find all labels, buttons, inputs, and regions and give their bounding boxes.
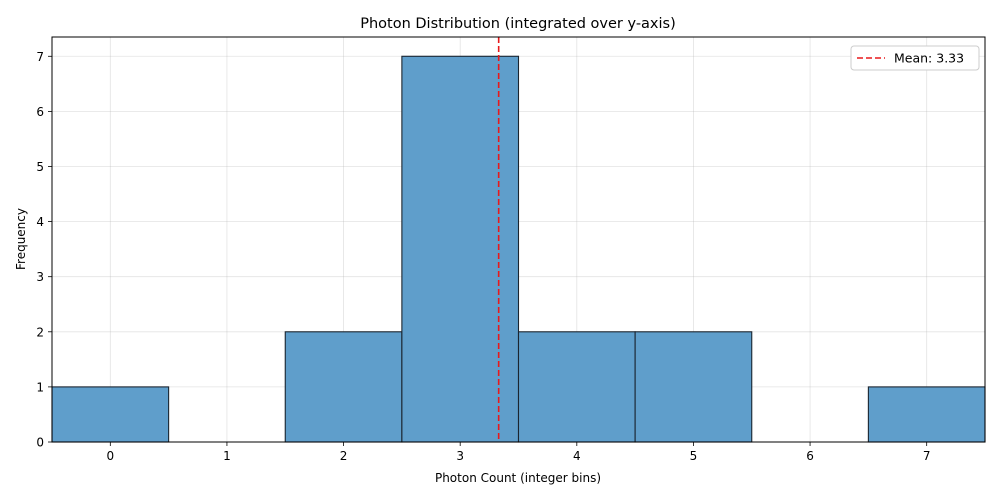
histogram-bar [867, 386, 986, 443]
histogram-bar [401, 55, 520, 443]
y-tick-label: 1 [36, 380, 44, 394]
x-tick-label: 0 [106, 449, 114, 463]
x-axis-label: Photon Count (integer bins) [435, 471, 601, 485]
y-tick-label: 7 [36, 50, 44, 64]
histogram-bar [284, 331, 403, 443]
y-tick-label: 3 [36, 270, 44, 284]
y-axis-label: Frequency [14, 208, 28, 270]
x-tick-label: 3 [456, 449, 464, 463]
y-tick-label: 2 [36, 325, 44, 339]
chart-title: Photon Distribution (integrated over y-a… [360, 16, 676, 32]
y-tick-label: 6 [36, 105, 44, 119]
y-axis-ticks: 0 1 2 3 4 5 6 7 [36, 50, 52, 450]
histogram-bar [51, 386, 170, 443]
histogram-bar [634, 331, 753, 443]
x-tick-label: 1 [223, 449, 231, 463]
x-tick-label: 4 [573, 449, 581, 463]
x-tick-label: 2 [340, 449, 348, 463]
legend-box [850, 45, 980, 71]
legend: Mean: 3.33 [850, 45, 980, 71]
y-tick-label: 5 [36, 160, 44, 174]
x-tick-label: 5 [690, 449, 698, 463]
x-tick-label: 7 [923, 449, 931, 463]
y-tick-label: 4 [36, 215, 44, 229]
y-tick-label: 0 [36, 436, 44, 450]
legend-mean-label: Mean: 3.33 [894, 51, 964, 66]
histogram-bar [517, 331, 636, 443]
x-tick-label: 6 [806, 449, 814, 463]
x-axis-ticks: 0 1 2 3 4 5 6 7 [106, 442, 931, 463]
plot-frame [51, 36, 986, 443]
